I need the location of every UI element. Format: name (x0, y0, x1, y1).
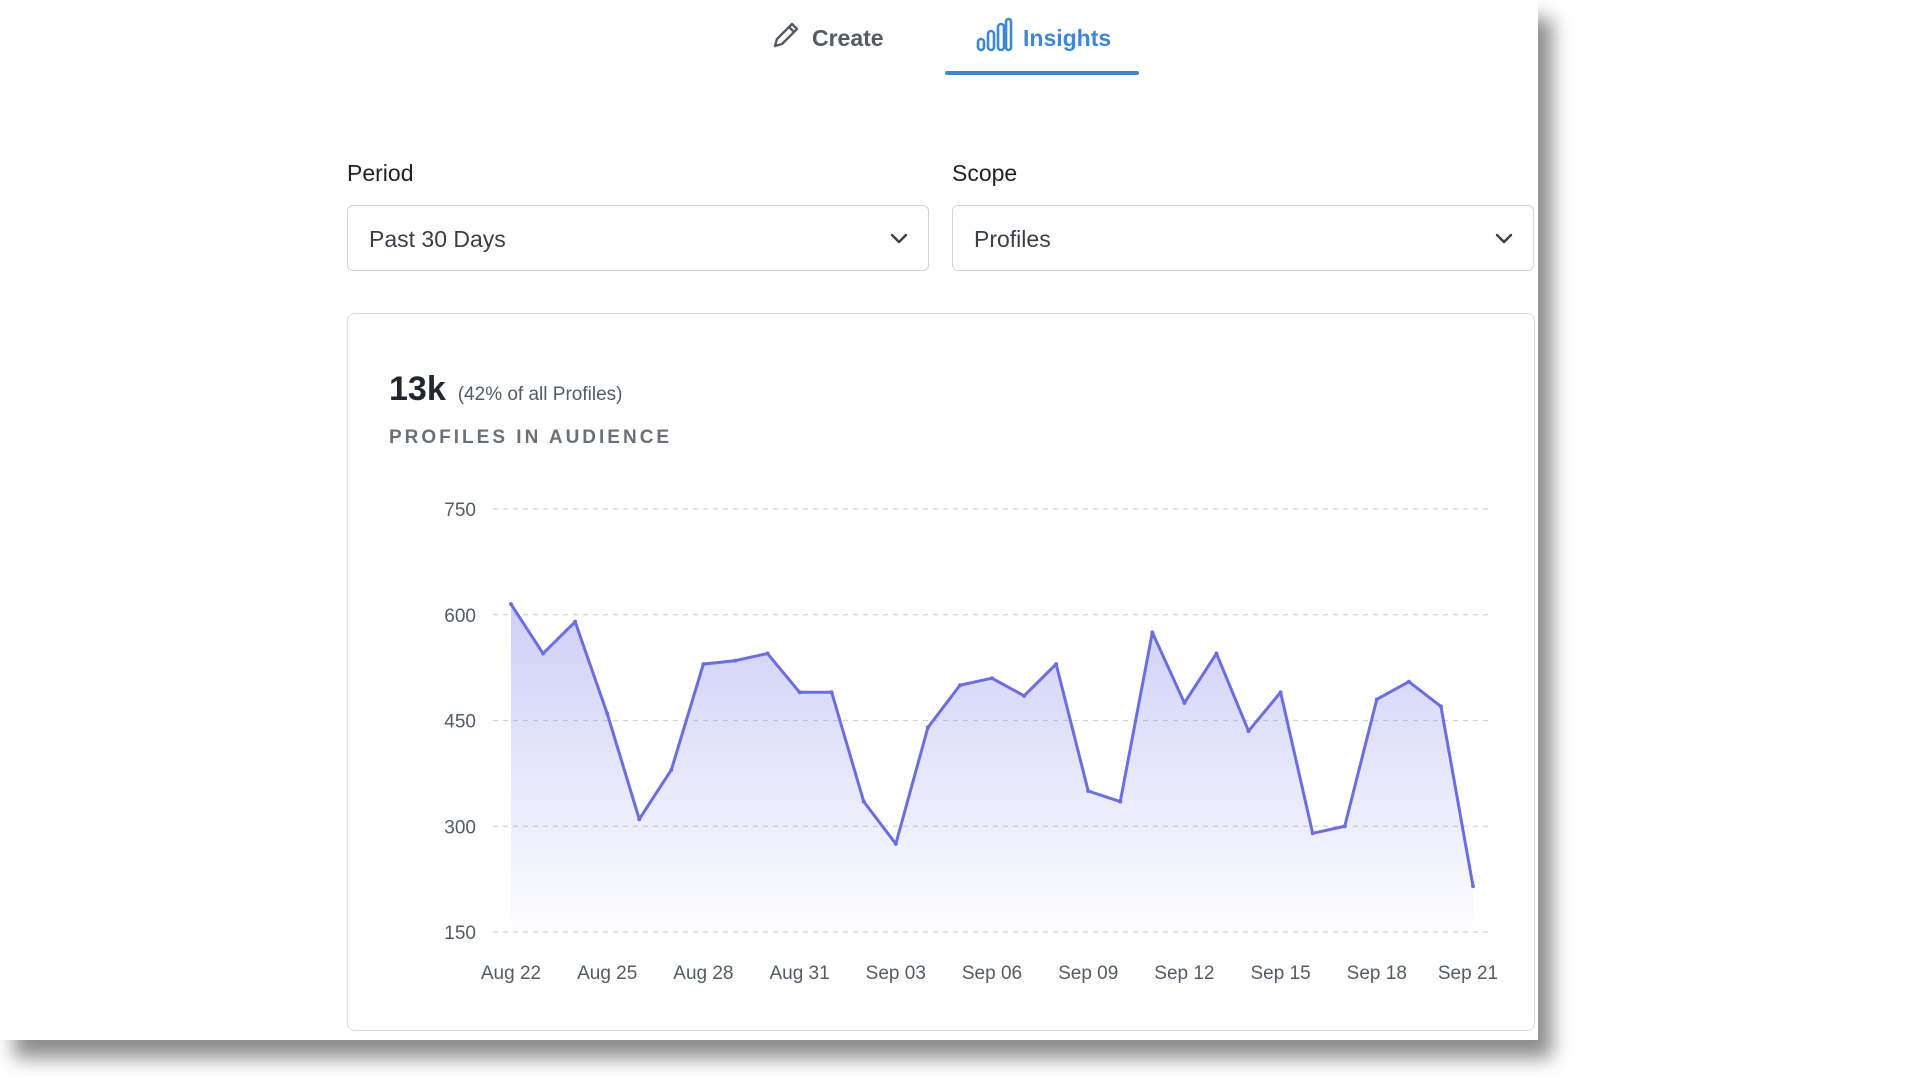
x-tick-label: Aug 22 (481, 963, 541, 984)
x-tick-label: Sep 09 (1058, 963, 1118, 984)
x-tick-label: Sep 15 (1250, 963, 1310, 984)
data-point (733, 658, 738, 663)
y-tick-label: 600 (444, 606, 476, 627)
tab-create[interactable]: Create (770, 14, 884, 62)
x-tick-label: Sep 12 (1154, 963, 1214, 984)
data-point (1278, 690, 1283, 695)
data-point (990, 676, 994, 681)
chevron-down-icon (890, 233, 908, 244)
audience-stat: 13k (42% of all Profiles) (389, 370, 622, 409)
data-point (1342, 824, 1347, 829)
pencil-icon (770, 19, 802, 57)
data-point (861, 799, 866, 804)
period-label: Period (347, 160, 414, 186)
y-tick-label: 450 (444, 712, 476, 733)
scope-select-value: Profiles (974, 226, 1051, 252)
data-point (637, 817, 642, 822)
data-point (1438, 704, 1443, 709)
x-tick-label: Aug 28 (673, 963, 733, 984)
x-tick-label: Sep 03 (866, 963, 926, 984)
data-point (1310, 831, 1315, 836)
audience-caption: PROFILES IN AUDIENCE (389, 427, 673, 448)
data-point (509, 602, 513, 607)
audience-share: (42% of all Profiles) (457, 384, 623, 405)
data-point (765, 651, 770, 656)
audience-chart-card: 13k (42% of all Profiles) PROFILES IN AU… (347, 313, 1535, 1031)
data-point (1246, 729, 1251, 734)
data-point (605, 711, 610, 716)
data-point (1118, 799, 1123, 804)
chevron-down-icon (1495, 233, 1513, 244)
tab-insights-label: Insights (1023, 24, 1112, 51)
y-tick-label: 150 (444, 923, 476, 944)
tab-insights[interactable]: Insights (975, 14, 1111, 62)
series-area (511, 604, 1473, 932)
data-point (1182, 700, 1187, 705)
period-select[interactable]: Past 30 Days (347, 205, 929, 271)
y-tick-label: 750 (444, 500, 476, 521)
data-point (701, 662, 706, 667)
data-point (541, 651, 546, 656)
data-point (1054, 662, 1059, 667)
x-tick-label: Aug 31 (769, 963, 829, 984)
data-point (1022, 693, 1027, 698)
tab-bar: Create Insights (0, 0, 1538, 76)
data-point (925, 725, 930, 730)
audience-count: 13k (389, 370, 446, 408)
data-point (1086, 789, 1091, 793)
data-point (1406, 679, 1411, 684)
active-tab-indicator (945, 71, 1139, 75)
tab-create-label: Create (812, 24, 884, 51)
insights-panel: Create Insights Period Past 30 Days Scop… (0, 0, 1538, 1031)
x-tick-label: Sep 21 (1438, 963, 1498, 984)
data-point (1374, 697, 1379, 702)
data-point (1471, 884, 1475, 889)
x-tick-label: Sep 18 (1347, 963, 1407, 984)
bar-chart-icon (975, 17, 1013, 59)
period-select-value: Past 30 Days (369, 226, 506, 252)
scope-select[interactable]: Profiles (952, 205, 1534, 271)
data-point (797, 690, 802, 695)
x-tick-label: Aug 25 (577, 963, 637, 984)
data-point (669, 767, 674, 772)
y-tick-label: 300 (444, 817, 476, 838)
data-point (829, 690, 834, 695)
data-point (1214, 651, 1219, 656)
scope-label: Scope (952, 160, 1018, 186)
x-tick-label: Sep 06 (962, 963, 1022, 984)
data-point (893, 841, 898, 846)
data-point (957, 683, 962, 688)
data-point (573, 619, 578, 624)
data-point (1150, 630, 1155, 635)
